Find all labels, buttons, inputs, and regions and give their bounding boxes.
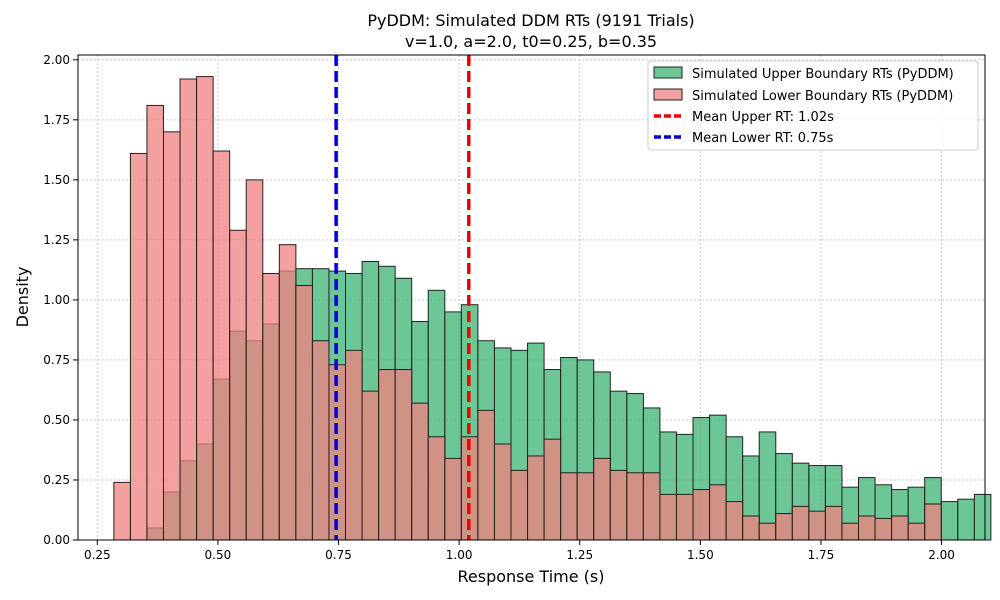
lower-bar-16 [378,369,396,541]
legend-label-upper: Simulated Upper Boundary RTs (PyDDM) [692,67,954,82]
y-tick-label-4: 1.00 [43,293,70,307]
chart-title: PyDDM: Simulated DDM RTs (9191 Trials) [367,11,694,30]
x-tick-label-0: 0.25 [84,548,111,562]
lower-bar-46 [874,517,893,541]
lower-bar-30 [609,469,628,541]
y-tick-label-8: 2.00 [43,53,70,67]
x-tick-label-3: 1.00 [446,548,473,562]
legend-swatch-lower [653,88,683,101]
legend-entry-mean-upper: Mean Upper RT: 1.02s [654,110,834,125]
lower-bar-10 [278,244,297,541]
y-axis-label: Density [13,267,32,328]
lower-bar-43 [824,505,843,541]
legend-frame [647,60,979,151]
lower-bar-45 [858,515,876,541]
lower-bar-35 [692,489,711,541]
lower-bar-31 [626,472,644,541]
lower-bar-0 [113,481,131,541]
x-tick-label-2: 0.75 [325,548,352,562]
plot-frame [77,54,986,541]
lower-bar-33 [659,493,677,541]
lower-bar-2 [146,104,164,541]
lower-bar-9 [262,272,280,541]
lower-bar-4 [179,78,198,541]
lower-bar-28 [576,472,595,541]
lower-bar-47 [891,515,909,541]
lower-bar-6 [212,150,231,541]
lower-bar-26 [543,438,562,541]
x-axis-ticks: 0.25 0.50 0.75 1.00 1.25 1.50 1.75 2.00 [84,540,955,562]
lower-bar-15 [361,390,380,541]
legend: Simulated Upper Boundary RTs (PyDDM) Sim… [647,60,979,151]
lower-bar-23 [493,443,512,541]
lower-bar-48 [907,522,926,541]
lower-bar-36 [709,484,727,541]
upper-bar-51 [957,498,975,541]
lower-bar-8 [245,179,264,541]
lower-bar-22 [477,409,495,541]
upper-bar-52 [973,493,992,541]
lower-bar-11 [295,284,313,541]
legend-entry-upper: Simulated Upper Boundary RTs (PyDDM) [653,66,954,82]
lower-bar-25 [527,455,545,541]
y-tick-label-2: 0.50 [43,413,70,427]
lower-bar-3 [162,131,181,541]
y-tick-label-5: 1.25 [43,233,70,247]
legend-swatch-upper [653,66,683,79]
x-tick-label-6: 1.75 [808,548,835,562]
lower-bar-34 [675,493,694,541]
lower-bar-14 [345,349,363,541]
lower-bar-29 [593,457,611,541]
x-tick-label-5: 1.50 [687,548,714,562]
x-tick-label-1: 0.50 [205,548,232,562]
lower-bar-38 [742,515,760,541]
y-tick-label-6: 1.50 [43,173,70,187]
lower-bar-39 [758,522,777,541]
lower-bar-18 [411,402,429,541]
lower-bar-37 [725,501,744,541]
legend-entry-mean-lower: Mean Lower RT: 0.75s [654,131,834,146]
x-tick-label-4: 1.25 [566,548,593,562]
lower-bar-44 [841,522,860,541]
legend-label-mean-lower: Mean Lower RT: 0.75s [692,131,834,146]
lower-bar-19 [427,436,446,541]
y-axis-ticks: 0.00 0.25 0.50 0.75 1.00 1.25 1.50 1.75 2.00 [43,53,78,547]
x-tick-label-7: 2.00 [928,548,955,562]
lower-bar-32 [642,472,661,541]
lower-bar-27 [560,472,578,541]
lower-bar-42 [808,510,826,541]
y-tick-label-0: 0.00 [43,533,70,547]
lower-bar-20 [444,457,462,541]
legend-label-mean-upper: Mean Upper RT: 1.02s [692,110,834,125]
y-tick-label-3: 0.75 [43,353,70,367]
chart-subtitle: v=1.0, a=2.0, t0=0.25, b=0.35 [405,32,657,51]
lower-bar-17 [394,369,413,541]
lower-bar-1 [129,152,148,541]
lower-bar-24 [510,469,529,541]
legend-entry-lower: Simulated Lower Boundary RTs (PyDDM) [653,88,953,104]
lower-bar-5 [196,76,214,541]
upper-bar-50 [940,501,959,541]
lower-bar-12 [311,340,330,541]
lower-bar-40 [775,513,793,541]
lower-bar-7 [229,229,247,541]
mean-reference-lines [334,55,471,540]
lower-bar-41 [791,505,810,541]
y-tick-label-1: 0.25 [43,473,70,487]
x-axis-label: Response Time (s) [458,567,605,586]
y-tick-label-7: 1.75 [43,113,70,127]
legend-label-lower: Simulated Lower Boundary RTs (PyDDM) [692,89,953,104]
lower-bar-49 [924,503,942,541]
